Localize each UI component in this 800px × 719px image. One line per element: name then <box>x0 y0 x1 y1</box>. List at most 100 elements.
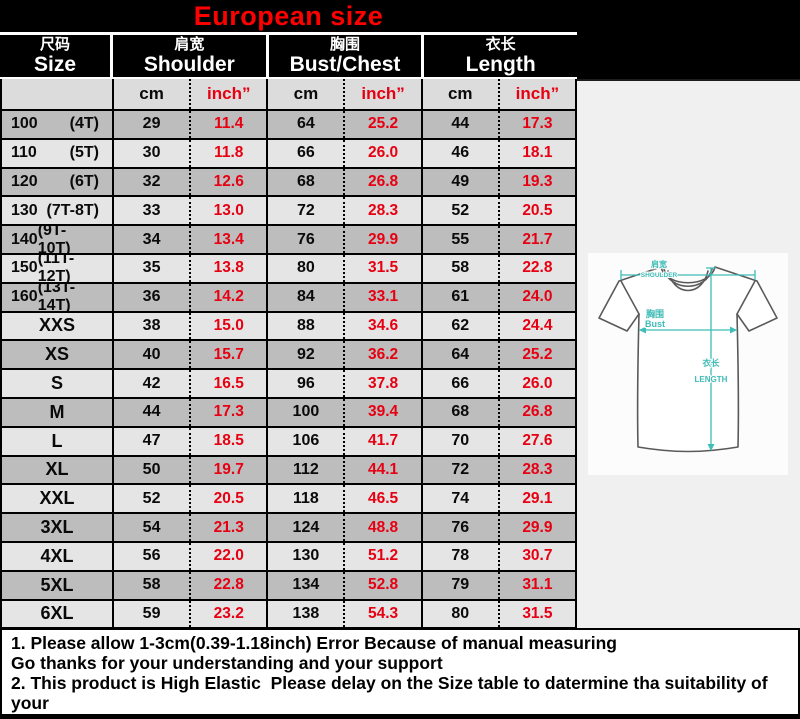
size-value: XL <box>45 459 69 480</box>
shoulder-in-cell: 22.0 <box>189 542 266 570</box>
bust-cm-cell: 130 <box>266 542 343 570</box>
size-value: 6XL <box>40 603 74 624</box>
size-label-cell: 150 (11T-12T) <box>2 255 112 282</box>
table-row: 5XL 58 22.8 134 52.8 79 31.1 <box>2 569 575 599</box>
header-shoulder-zh: 肩宽 <box>174 36 205 53</box>
bust-cm-cell: 88 <box>266 312 343 340</box>
length-in-cell: 17.3 <box>497 111 575 138</box>
size-value: S <box>50 373 63 394</box>
table-row: 3XL 54 21.3 124 48.8 76 29.9 <box>2 512 575 541</box>
size-value: 120 <box>11 172 38 190</box>
shoulder-cm-cell: 56 <box>112 542 189 570</box>
length-in-cell: 21.7 <box>497 226 575 253</box>
length-cm-cell: 78 <box>420 542 498 570</box>
size-label-cell: 110 (5T) <box>2 140 112 167</box>
table-row: L 47 18.5 106 41.7 70 27.6 <box>2 425 575 455</box>
notes-section: 1. Please allow 1-3cm(0.39-1.18inch) Err… <box>0 628 800 719</box>
length-cm-cell: 68 <box>420 398 498 426</box>
table-row: M 44 17.3 100 39.4 68 26.8 <box>2 396 575 426</box>
size-value: 160 <box>11 288 38 306</box>
size-value: 100 <box>11 115 38 133</box>
bust-in-cell: 33.1 <box>343 283 420 311</box>
size-age-note: (7T-8T) <box>46 201 99 219</box>
length-cm-cell: 46 <box>420 139 498 167</box>
length-cm-cell: 52 <box>420 197 498 225</box>
size-label-cell: 3XL <box>2 514 112 541</box>
table-row: 120 (6T) 32 12.6 68 26.8 49 19.3 <box>2 166 575 196</box>
unit-inch-header: inch” <box>497 79 575 109</box>
table-row: 160 (13T-14T) 36 14.2 84 33.1 61 24.0 <box>2 281 575 311</box>
table-row: XS 40 15.7 92 36.2 64 25.2 <box>2 339 575 369</box>
size-value: XXL <box>39 488 75 509</box>
bust-in-cell: 37.8 <box>343 370 420 397</box>
size-label-cell: 120 (6T) <box>2 169 112 196</box>
shoulder-in-cell: 15.7 <box>189 341 266 369</box>
bust-cm-cell: 96 <box>266 370 343 397</box>
table-row: XXS 38 15.0 88 34.6 62 24.4 <box>2 310 575 340</box>
size-label-cell: XS <box>2 341 112 368</box>
unit-cm-header: cm <box>112 79 189 109</box>
size-value: XS <box>44 344 69 365</box>
bust-cm-cell: 106 <box>266 427 343 455</box>
shoulder-in-cell: 13.0 <box>189 197 266 225</box>
size-label-cell: 6XL <box>2 601 112 628</box>
size-value: 4XL <box>40 545 74 566</box>
length-in-cell: 20.5 <box>497 197 575 225</box>
length-label-en: LENGTH <box>695 375 728 384</box>
length-cm-cell: 80 <box>420 600 498 628</box>
shoulder-in-cell: 19.7 <box>189 456 266 484</box>
length-in-cell: 19.3 <box>497 168 575 196</box>
header-shoulder-column: 肩宽 Shoulder <box>110 32 266 79</box>
length-cm-cell: 58 <box>420 254 498 282</box>
length-in-cell: 29.9 <box>497 514 575 541</box>
shoulder-in-cell: 22.8 <box>189 571 266 599</box>
size-age-note: (13T-14T) <box>37 283 76 311</box>
length-cm-cell: 55 <box>420 226 498 253</box>
length-in-cell: 27.6 <box>497 427 575 455</box>
table-header-row: 尺码 Size 肩宽 Shoulder 胸围 Bust/Chest 衣长 Len… <box>0 32 577 79</box>
size-value: L <box>51 430 63 451</box>
shoulder-cm-cell: 52 <box>112 485 189 513</box>
size-value: M <box>49 401 65 422</box>
bust-cm-cell: 134 <box>266 571 343 599</box>
bust-cm-cell: 68 <box>266 168 343 196</box>
unit-header-row: cm inch” cm inch” cm inch” <box>2 79 575 109</box>
tshirt-measurement-diagram: 肩宽 SHOULDER 胸围 Bust 衣长 LENGTH <box>598 258 778 453</box>
shoulder-cm-cell: 32 <box>112 168 189 196</box>
length-measure-line <box>706 267 716 450</box>
bust-cm-cell: 118 <box>266 485 343 513</box>
shoulder-cm-cell: 36 <box>112 283 189 311</box>
size-table: 尺码 Size 肩宽 Shoulder 胸围 Bust/Chest 衣长 Len… <box>0 32 577 630</box>
shoulder-cm-cell: 59 <box>112 600 189 628</box>
header-shoulder-en: Shoulder <box>143 53 235 76</box>
table-row: 150 (11T-12T) 35 13.8 80 31.5 58 22.8 <box>2 252 575 282</box>
size-age-note: (6T) <box>69 172 99 190</box>
shoulder-in-cell: 18.5 <box>189 427 266 455</box>
bust-cm-cell: 124 <box>266 514 343 541</box>
bust-in-cell: 34.6 <box>343 312 420 340</box>
bust-cm-cell: 80 <box>266 254 343 282</box>
size-value: 130 <box>11 201 38 219</box>
bust-cm-cell: 72 <box>266 197 343 225</box>
length-in-cell: 26.0 <box>497 370 575 397</box>
bust-in-cell: 46.5 <box>343 485 420 513</box>
shoulder-in-cell: 11.8 <box>189 139 266 167</box>
size-label-cell: XL <box>2 457 112 484</box>
table-row: 6XL 59 23.2 138 54.3 80 31.5 <box>2 598 575 628</box>
bust-in-cell: 44.1 <box>343 456 420 484</box>
size-age-note: (11T-12T) <box>37 254 75 282</box>
shoulder-cm-cell: 50 <box>112 456 189 484</box>
unit-inch-header: inch” <box>343 79 420 109</box>
shoulder-cm-cell: 29 <box>112 111 189 138</box>
bust-cm-cell: 66 <box>266 139 343 167</box>
header-length-zh: 衣长 <box>485 36 516 53</box>
length-cm-cell: 66 <box>420 370 498 397</box>
header-bust-column: 胸围 Bust/Chest <box>265 32 422 79</box>
shoulder-cm-cell: 38 <box>112 312 189 340</box>
shoulder-cm-cell: 54 <box>112 514 189 541</box>
size-label-cell: L <box>2 428 112 455</box>
length-in-cell: 29.1 <box>497 485 575 513</box>
shoulder-cm-cell: 34 <box>112 226 189 253</box>
bust-in-cell: 41.7 <box>343 427 420 455</box>
size-label-cell: 100 (4T) <box>2 111 112 138</box>
